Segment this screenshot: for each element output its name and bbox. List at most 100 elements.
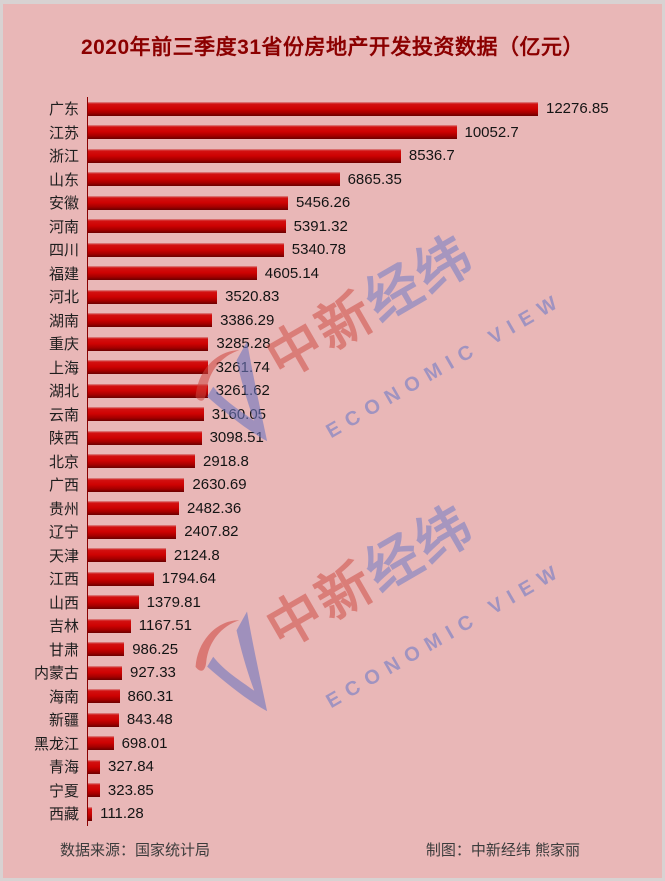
bar-row: 吉林 1167.51 bbox=[3, 614, 662, 638]
category-label: 内蒙古 bbox=[33, 665, 79, 683]
bar bbox=[88, 642, 125, 657]
bar bbox=[88, 289, 218, 304]
bar-track: 1379.81 bbox=[87, 590, 662, 614]
category-label: 海南 bbox=[48, 688, 79, 706]
bar-row: 上海 3261.74 bbox=[3, 355, 662, 379]
bar-row: 宁夏 323.85 bbox=[3, 778, 662, 802]
bar-track: 3261.62 bbox=[87, 379, 662, 403]
bar-track: 2124.8 bbox=[87, 543, 662, 567]
bar-track: 323.85 bbox=[87, 778, 662, 802]
value-label: 2482.36 bbox=[187, 499, 242, 517]
bar bbox=[88, 689, 120, 704]
category-label: 贵州 bbox=[48, 500, 79, 518]
bar bbox=[88, 665, 122, 680]
bar-track: 4605.14 bbox=[87, 261, 662, 285]
bar-track: 3261.74 bbox=[87, 355, 662, 379]
value-label: 12276.85 bbox=[546, 100, 609, 118]
bar-row: 广东 12276.85 bbox=[3, 97, 662, 121]
bar-row: 湖南 3386.29 bbox=[3, 308, 662, 332]
value-label: 986.25 bbox=[132, 640, 179, 658]
bar bbox=[88, 806, 93, 821]
data-source-note: 数据来源：国家统计局 bbox=[60, 841, 211, 859]
bar-row: 河北 3520.83 bbox=[3, 285, 662, 309]
category-label: 吉林 bbox=[48, 618, 79, 636]
category-label: 广西 bbox=[48, 477, 79, 495]
value-label: 3160.05 bbox=[211, 405, 267, 423]
category-label: 江西 bbox=[48, 571, 79, 589]
category-label: 新疆 bbox=[48, 712, 79, 730]
bar-track: 860.31 bbox=[87, 684, 662, 708]
value-label: 3285.28 bbox=[216, 335, 271, 353]
bar bbox=[88, 736, 114, 751]
category-label: 浙江 bbox=[48, 148, 79, 166]
bar-row: 山西 1379.81 bbox=[3, 590, 662, 614]
bar-track: 3386.29 bbox=[87, 308, 662, 332]
value-label: 860.31 bbox=[127, 687, 174, 705]
value-label: 2407.82 bbox=[184, 523, 239, 541]
bar bbox=[88, 783, 100, 798]
category-label: 天津 bbox=[48, 547, 79, 565]
value-label: 2630.69 bbox=[192, 476, 247, 494]
bar bbox=[88, 266, 257, 281]
bar bbox=[88, 477, 185, 492]
bar-row: 河南 5391.32 bbox=[3, 214, 662, 238]
bar-track: 2630.69 bbox=[87, 473, 662, 497]
bar-row: 云南 3160.05 bbox=[3, 402, 662, 426]
bar-row: 安徽 5456.26 bbox=[3, 191, 662, 215]
category-label: 甘肃 bbox=[48, 641, 79, 659]
category-label: 重庆 bbox=[48, 336, 79, 354]
bar bbox=[88, 360, 208, 375]
bar-track: 3285.28 bbox=[87, 332, 662, 356]
value-label: 111.28 bbox=[100, 805, 144, 823]
footer: 数据来源：国家统计局 制图：中新经纬 熊家丽 bbox=[3, 839, 662, 860]
bar bbox=[88, 336, 209, 351]
category-label: 山西 bbox=[48, 594, 79, 612]
bar bbox=[88, 195, 288, 210]
value-label: 6865.35 bbox=[347, 170, 402, 188]
value-label: 10052.7 bbox=[464, 123, 519, 141]
value-label: 8536.7 bbox=[408, 147, 455, 165]
bar-row: 福建 4605.14 bbox=[3, 261, 662, 285]
bar-track: 111.28 bbox=[87, 802, 662, 826]
bar-row: 湖北 3261.62 bbox=[3, 379, 662, 403]
bar-track: 5456.26 bbox=[87, 191, 662, 215]
bar bbox=[88, 430, 202, 445]
bar-track: 698.01 bbox=[87, 731, 662, 755]
category-label: 福建 bbox=[48, 265, 79, 283]
value-label: 843.48 bbox=[126, 711, 173, 729]
bar-row: 江西 1794.64 bbox=[3, 567, 662, 591]
value-label: 323.85 bbox=[107, 781, 154, 799]
bar-track: 2407.82 bbox=[87, 520, 662, 544]
bar bbox=[88, 548, 166, 563]
value-label: 2124.8 bbox=[173, 546, 220, 564]
value-label: 327.84 bbox=[108, 758, 154, 776]
bar-row: 浙江 8536.7 bbox=[3, 144, 662, 168]
bar bbox=[88, 148, 401, 163]
bar-track: 2482.36 bbox=[87, 496, 662, 520]
category-label: 四川 bbox=[48, 242, 79, 260]
bar-row: 青海 327.84 bbox=[3, 755, 662, 779]
category-label: 辽宁 bbox=[48, 524, 79, 542]
bar bbox=[88, 571, 154, 586]
category-label: 湖南 bbox=[48, 312, 79, 330]
bar-row: 贵州 2482.36 bbox=[3, 496, 662, 520]
bar-track: 5340.78 bbox=[87, 238, 662, 262]
bar-track: 927.33 bbox=[87, 661, 662, 685]
category-label: 江苏 bbox=[48, 124, 79, 142]
bar bbox=[88, 242, 284, 257]
bar-chart: 广东 12276.85 江苏 10052.7 浙江 8536.7 山东 6865.35 安徽 54… bbox=[3, 97, 662, 826]
bar-track: 12276.85 bbox=[87, 97, 662, 121]
bar-track: 6865.35 bbox=[87, 167, 662, 191]
category-label: 山东 bbox=[48, 171, 79, 189]
category-label: 河北 bbox=[48, 289, 79, 307]
category-label: 宁夏 bbox=[48, 782, 79, 800]
bar-row: 海南 860.31 bbox=[3, 684, 662, 708]
bar-track: 1794.64 bbox=[87, 567, 662, 591]
category-label: 陕西 bbox=[48, 430, 79, 448]
bar-track: 5391.32 bbox=[87, 214, 662, 238]
category-label: 安徽 bbox=[48, 195, 79, 213]
category-label: 黑龙江 bbox=[33, 735, 79, 753]
bar-track: 1167.51 bbox=[87, 614, 662, 638]
bar bbox=[88, 219, 286, 234]
bar-row: 江苏 10052.7 bbox=[3, 120, 662, 144]
